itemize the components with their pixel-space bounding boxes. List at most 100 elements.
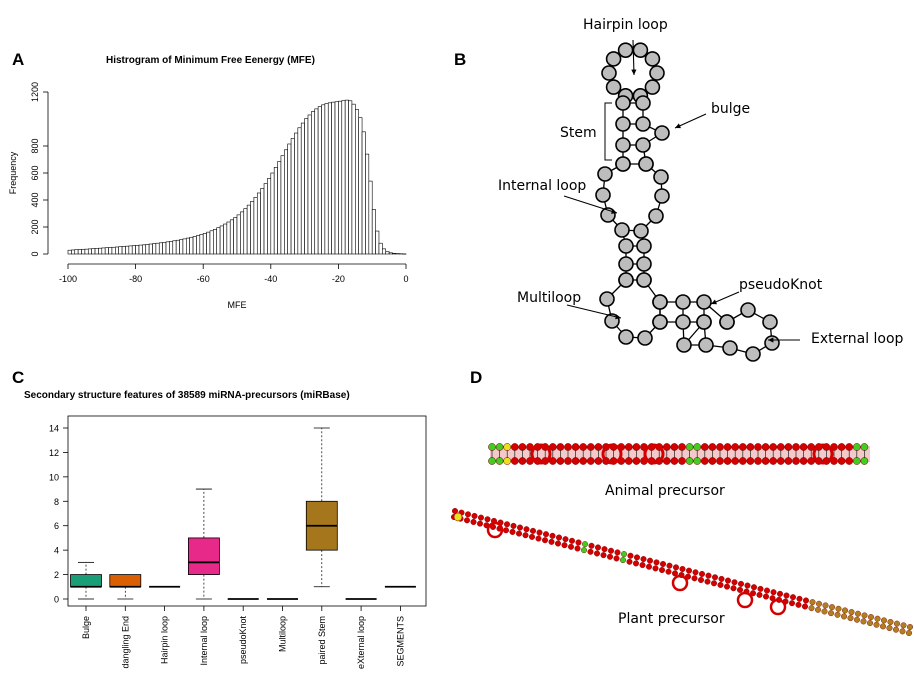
nucleotide-node: [740, 302, 756, 318]
x-tick-label: -20: [332, 274, 345, 284]
plant-nucleotide: [860, 618, 867, 625]
animal-nucleotide: [776, 443, 785, 451]
plant-nucleotide: [653, 559, 660, 566]
plant-nucleotide: [880, 623, 887, 630]
plant-nucleotide: [660, 561, 667, 568]
plant-nucleotide: [686, 567, 693, 574]
nucleotide-node: [604, 313, 620, 329]
plant-nucleotide: [907, 624, 914, 631]
nucleotide-node: [636, 238, 652, 254]
plant-nucleotide: [757, 585, 764, 592]
plant-nucleotide: [783, 592, 790, 599]
nucleotide-node: [654, 125, 670, 141]
plant-nucleotide: [712, 574, 719, 581]
animal-nucleotide: [662, 443, 671, 451]
plant-nucleotide: [795, 601, 802, 608]
nucleotide-node: [722, 340, 738, 356]
y-tick-label: 12: [49, 448, 59, 458]
plant-nucleotide: [543, 531, 550, 538]
internal-loop-label: Internal loop: [498, 178, 586, 194]
animal-nucleotide: [708, 457, 717, 465]
plant-nucleotide: [639, 562, 646, 569]
nucleotide-node: [595, 187, 611, 203]
box: [187, 537, 220, 575]
animal-nucleotide: [564, 443, 572, 451]
animal-loop: [601, 443, 623, 465]
nucleotide-node: [636, 256, 652, 272]
plant-nucleotide: [821, 608, 828, 615]
animal-nucleotide: [792, 457, 800, 465]
animal-nucleotide: [837, 443, 846, 451]
nucleotide-node: [635, 116, 651, 132]
plant-nucleotide: [646, 563, 653, 570]
animal-nucleotide: [769, 457, 778, 465]
plant-nucleotide: [626, 558, 633, 565]
plant-nucleotide: [569, 537, 576, 544]
multiloop-arrow: [566, 304, 622, 319]
plant-nucleotide: [549, 532, 556, 539]
x-tick-label: -40: [264, 274, 277, 284]
animal-nucleotide: [769, 443, 778, 451]
nucleotide-node: [644, 51, 661, 67]
plant-nucleotide: [613, 555, 620, 562]
plant-nucleotide: [588, 542, 595, 549]
nucleotide-node: [637, 330, 653, 346]
plant-nucleotide: [899, 628, 906, 635]
plant-nucleotide: [587, 548, 594, 555]
plant-nucleotide: [484, 516, 491, 523]
plant-nucleotide: [620, 557, 627, 564]
y-tick-label: 800: [30, 138, 40, 153]
nucleotide-node: [618, 256, 634, 272]
panel-label-b: B: [454, 50, 467, 69]
plant-nucleotide: [711, 580, 718, 587]
plant-nucleotide: [581, 547, 588, 554]
animal-nucleotide: [624, 443, 633, 451]
plant-nucleotide: [893, 626, 900, 633]
stem-label: Stem: [560, 125, 597, 141]
animal-nucleotide: [860, 443, 869, 451]
plant-nucleotide: [796, 595, 803, 602]
animal-nucleotide: [510, 443, 519, 451]
y-tick-label: 14: [49, 424, 59, 434]
plant-nucleotide: [829, 604, 836, 611]
nucleotide-node: [601, 65, 617, 81]
nucleotide-node: [635, 137, 651, 153]
plant-nucleotide: [568, 543, 575, 550]
animal-nucleotide: [716, 443, 724, 451]
y-tick-label: 200: [30, 219, 40, 234]
panel-label-a: A: [12, 50, 25, 69]
plant-nucleotide: [562, 536, 569, 543]
plant-nucleotide: [770, 589, 777, 596]
nucleotide-node: [698, 337, 714, 353]
stem-bracket: [604, 102, 612, 161]
animal-nucleotide: [632, 457, 641, 465]
plant-nucleotide: [816, 600, 823, 607]
nucleotide-node: [649, 65, 665, 81]
hairpin-arrow: [632, 39, 635, 76]
plant-nucleotide: [672, 570, 679, 577]
y-axis-label: Frequency: [8, 151, 18, 194]
hairpin-arrow-head: [631, 69, 637, 75]
plant-nucleotide: [621, 551, 628, 558]
animal-nucleotide: [723, 443, 732, 451]
animal-nucleotide: [556, 457, 565, 465]
plant-nucleotide: [529, 533, 536, 540]
plant-nucleotide: [881, 617, 888, 624]
animal-nucleotide: [700, 457, 709, 465]
internal-loop-arrow-head: [611, 208, 617, 214]
plant-nucleotide: [809, 599, 816, 606]
y-tick-label: 0: [54, 595, 59, 605]
animal-nucleotide: [518, 457, 527, 465]
animal-nucleotide: [488, 457, 496, 465]
animal-nucleotide: [503, 443, 512, 451]
plant-nucleotide: [556, 534, 563, 541]
nucleotide-node: [617, 42, 634, 58]
plant-nucleotide: [477, 520, 484, 527]
animal-nucleotide: [594, 457, 603, 465]
animal-nucleotide: [784, 457, 793, 465]
nucleotide-node: [599, 291, 615, 307]
animal-nucleotide: [852, 443, 861, 451]
plant-nucleotide: [861, 612, 868, 619]
hairpin-loop-label: Hairpin loop: [583, 17, 668, 33]
